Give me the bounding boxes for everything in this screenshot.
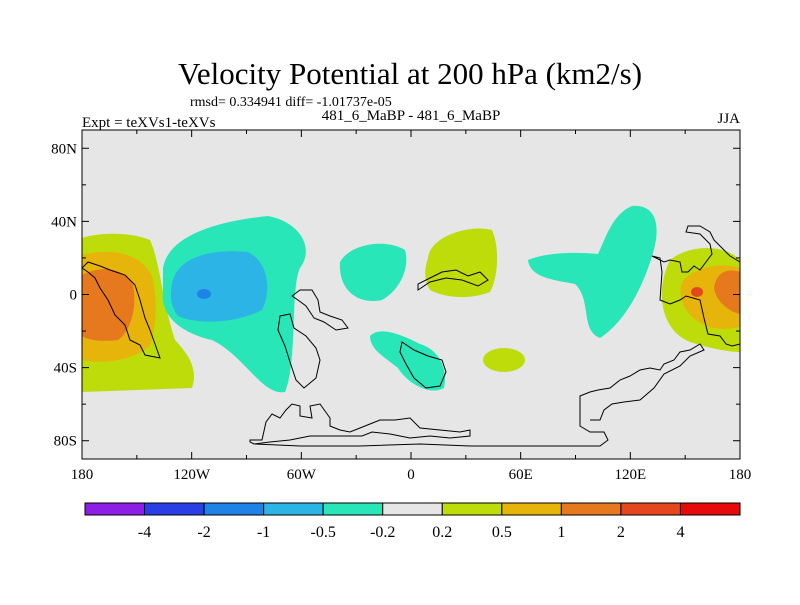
- coastline-antarctica: [249, 403, 471, 445]
- colorbar-swatch-1: [144, 502, 205, 516]
- colorbar-swatch-2: [203, 502, 265, 516]
- y-tick-label: 0: [70, 288, 78, 304]
- colorbar-swatch-0: [84, 502, 146, 516]
- colorbar-swatch-9: [620, 502, 681, 516]
- season-label: JJA: [717, 111, 740, 127]
- colorbar-label: -1: [257, 524, 270, 541]
- colorbar-swatch-7: [501, 502, 562, 516]
- case-label: 481_6_MaBP - 481_6_MaBP: [322, 108, 501, 124]
- y-tick-label: 40S: [54, 361, 77, 377]
- negative-core-dot: [197, 289, 211, 299]
- colorbar-label: 2: [617, 524, 625, 541]
- negative-region-asia: [528, 205, 657, 338]
- colorbar-label: 0.2: [432, 524, 452, 541]
- x-tick-label: 60W: [287, 467, 317, 483]
- coastline-asia-east: [651, 225, 741, 347]
- x-tick-label: 180: [71, 467, 94, 483]
- colorbar-swatch-3: [263, 502, 324, 516]
- colorbar-swatch-10: [679, 502, 741, 516]
- y-tick-label: 80N: [51, 141, 77, 157]
- colorbar-swatch-6: [441, 502, 503, 516]
- chart-title: Velocity Potential at 200 hPa (km2/s): [178, 56, 642, 91]
- experiment-label: Expt = teXVs1-teXVs: [82, 115, 216, 131]
- colorbar-label: 0.5: [492, 524, 512, 541]
- coastline-africa: [399, 269, 489, 389]
- y-tick-label: 80S: [54, 434, 77, 450]
- colorbar: -4 -2 -1 -0.5 -0.2 0.2 0.5 1 2 4: [84, 502, 741, 541]
- colorbar-label: -0.2: [370, 524, 395, 541]
- colorbar-label: -4: [138, 524, 151, 541]
- colorbar-label: 4: [676, 524, 684, 541]
- positive-region-east-pacific-core: [714, 270, 740, 314]
- negative-region-east-pacific-blue: [170, 251, 268, 322]
- coastlines: [81, 225, 741, 447]
- x-tick-label: 120E: [614, 467, 646, 483]
- positive-core-dot-east: [691, 287, 703, 297]
- x-tick-label: 0: [407, 467, 415, 483]
- y-tick-label: 40N: [51, 214, 77, 230]
- map-panel: 180 120W 60W 0 60E 120E 180 80N 40N 0 40S 80S: [51, 129, 751, 483]
- x-tick-label: 180: [729, 467, 752, 483]
- colorbar-label: 1: [557, 524, 565, 541]
- colorbar-swatch-8: [560, 502, 622, 516]
- x-tick-label: 120W: [173, 467, 211, 483]
- positive-region-west-pacific-core: [82, 269, 135, 341]
- coastline-antarctica-south: [254, 343, 705, 447]
- coastline-australia-west: [81, 261, 161, 359]
- colorbar-label: -0.5: [311, 524, 336, 541]
- axis-ticks: 180 120W 60W 0 60E 120E 180 80N 40N 0 40S 80S: [51, 130, 751, 483]
- colorbar-swatch-5: [382, 502, 443, 516]
- colorbar-swatch-4: [322, 502, 384, 516]
- stats-label: rmsd= 0.334941 diff= -1.01737e-05: [190, 95, 392, 110]
- positive-region-africa: [425, 228, 498, 298]
- colorbar-label: -2: [197, 524, 210, 541]
- negative-region-atlantic: [339, 243, 407, 302]
- positive-region-indian-ocean: [483, 348, 525, 372]
- coastline-americas: [277, 289, 349, 389]
- negative-region-south-atlantic: [370, 331, 445, 391]
- x-tick-label: 60E: [509, 467, 533, 483]
